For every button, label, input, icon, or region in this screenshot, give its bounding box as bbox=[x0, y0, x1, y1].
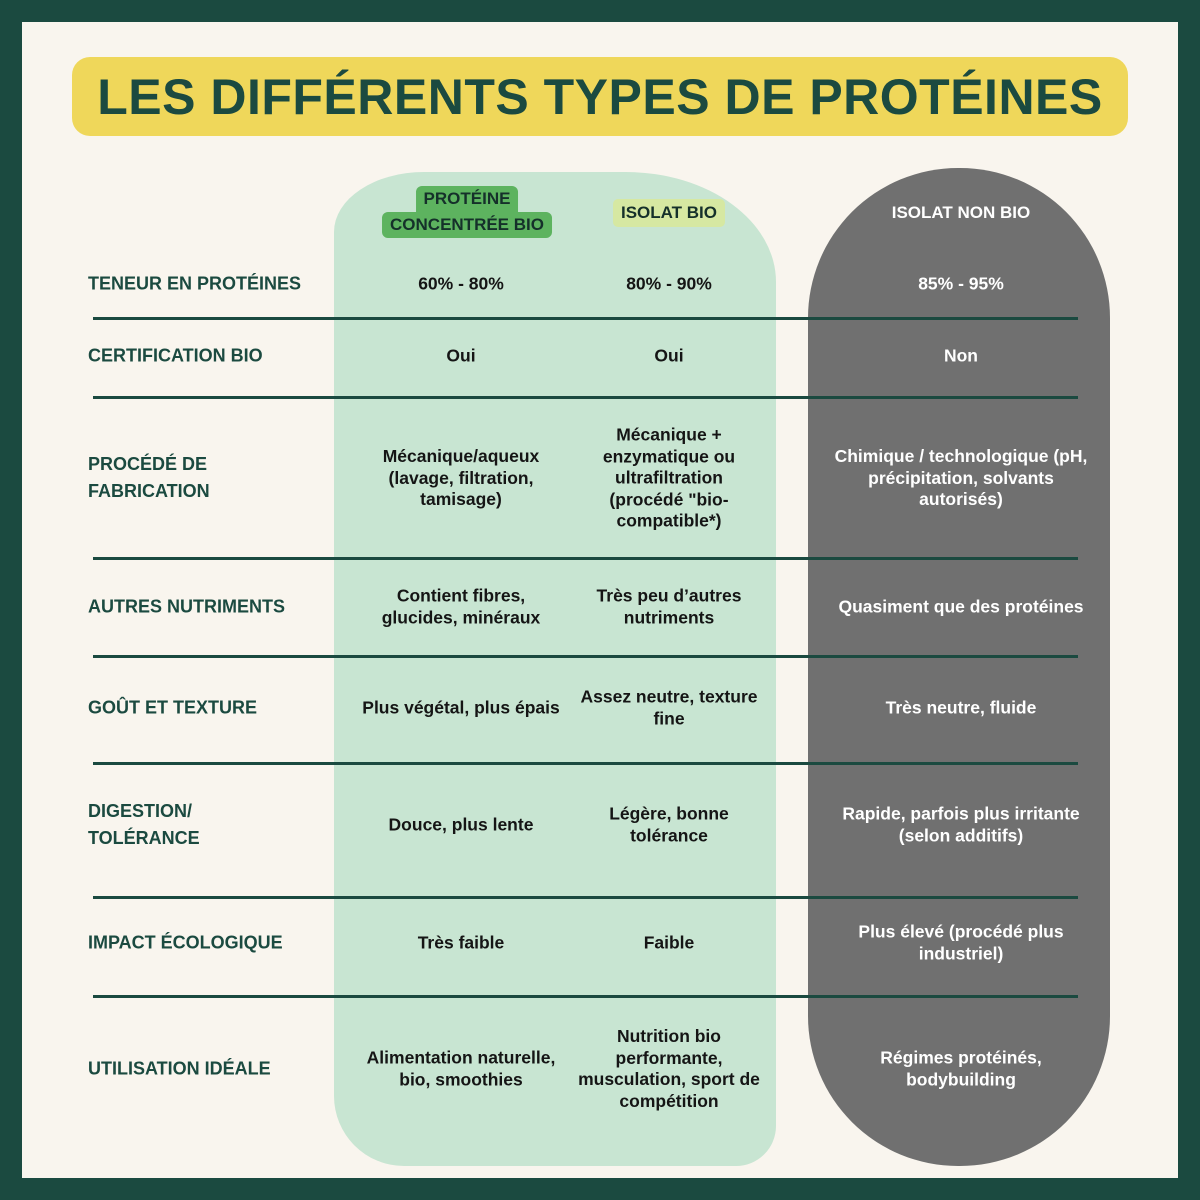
table-cell: 85% - 95% bbox=[918, 273, 1004, 294]
table-cell: Quasiment que des protéines bbox=[838, 596, 1084, 617]
table-cell: Légère, bonne tolérance bbox=[609, 803, 729, 846]
table-cell: Faible bbox=[643, 932, 695, 953]
row-label: PROCÉDÉ DE FABRICATION bbox=[88, 454, 210, 501]
row-label: UTILISATION IDÉALE bbox=[88, 1058, 271, 1079]
row-divider bbox=[93, 762, 1078, 765]
row-divider bbox=[93, 995, 1078, 998]
table-cell: Assez neutre, texture fine bbox=[580, 686, 758, 729]
row-label: CERTIFICATION BIO bbox=[88, 345, 263, 366]
table-cell: Rapide, parfois plus irritante (selon ad… bbox=[842, 803, 1080, 846]
row-divider bbox=[93, 317, 1078, 320]
table-cell: Très peu d’autres nutriments bbox=[596, 585, 742, 628]
table-cell: Douce, plus lente bbox=[388, 814, 534, 835]
header-line: CONCENTRÉE BIO bbox=[382, 212, 552, 238]
non-bio-column-background bbox=[808, 168, 1110, 1166]
table-cell: Très neutre, fluide bbox=[885, 697, 1037, 718]
table-cell: Plus végétal, plus épais bbox=[362, 697, 560, 718]
table-cell: Mécanique + enzymatique ou ultrafiltrati… bbox=[602, 424, 736, 531]
row-label: IMPACT ÉCOLOGIQUE bbox=[88, 932, 283, 953]
table-cell: Alimentation naturelle, bio, smoothies bbox=[366, 1047, 556, 1090]
table-cell: Oui bbox=[654, 345, 684, 366]
table-cell: Mécanique/aqueux (lavage, filtration, ta… bbox=[382, 445, 540, 509]
row-divider bbox=[93, 896, 1078, 899]
row-label: AUTRES NUTRIMENTS bbox=[88, 596, 285, 617]
table-cell: Régimes protéinés, bodybuilding bbox=[880, 1047, 1042, 1090]
row-label: DIGESTION/ TOLÉRANCE bbox=[88, 801, 200, 848]
table-cell: Nutrition bio performante, musculation, … bbox=[578, 1026, 760, 1111]
table-cell: Non bbox=[943, 345, 979, 366]
table-cell: Plus élevé (procédé plus industriel) bbox=[858, 921, 1064, 964]
row-divider bbox=[93, 396, 1078, 399]
row-divider bbox=[93, 655, 1078, 658]
table-cell: Oui bbox=[446, 345, 476, 366]
row-divider bbox=[93, 557, 1078, 560]
table-cell: 60% - 80% bbox=[418, 273, 504, 294]
table-cell: 80% - 90% bbox=[626, 273, 712, 294]
table-cell: Très faible bbox=[417, 932, 505, 953]
column-header-isolat-non-bio: ISOLAT NON BIO bbox=[891, 203, 1031, 222]
table-cell: Contient fibres, glucides, minéraux bbox=[381, 585, 541, 628]
column-header-proteine-concentree-bio: PROTÉINE CONCENTRÉE BIO bbox=[382, 186, 552, 238]
header-line: PROTÉINE bbox=[415, 186, 519, 212]
row-label: GOÛT ET TEXTURE bbox=[88, 697, 258, 718]
row-label: TENEUR EN PROTÉINES bbox=[88, 273, 302, 294]
page-title: LES DIFFÉRENTS TYPES DE PROTÉINES bbox=[72, 57, 1128, 136]
column-header-isolat-bio: ISOLAT BIO bbox=[612, 199, 726, 227]
bio-columns-background bbox=[334, 172, 776, 1166]
table-cell: Chimique / technologique (pH, précipitat… bbox=[834, 445, 1088, 509]
